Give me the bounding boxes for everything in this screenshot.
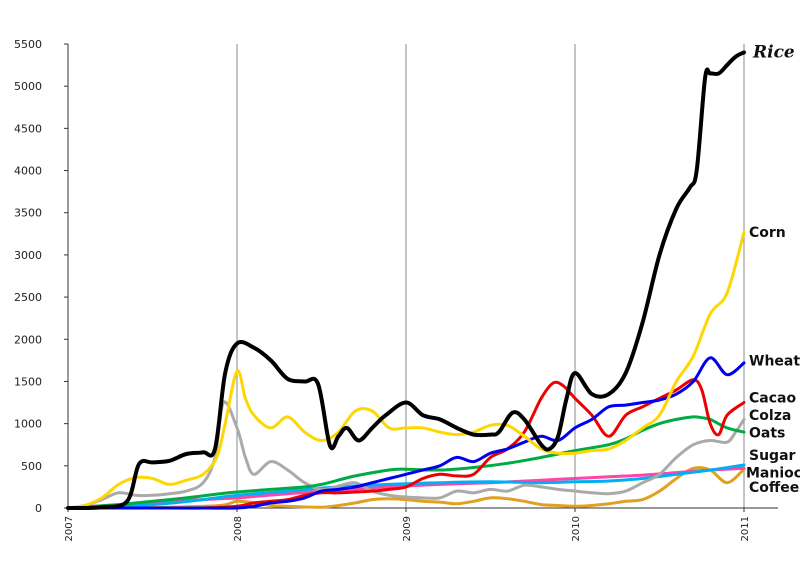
series-label-corn: Corn [749, 225, 786, 241]
series-line-cacao [66, 378, 746, 510]
x-tick-label: 2007 [64, 516, 75, 541]
y-tick-label: 1000 [14, 418, 42, 431]
y-tick-label: 2000 [14, 333, 42, 346]
y-tick-label: 2500 [14, 291, 42, 304]
series-label-sugar: Sugar [749, 448, 796, 464]
series-line-oats [66, 400, 746, 510]
series-label-manioc: Manioc [746, 466, 800, 482]
y-tick-label: 5500 [14, 38, 42, 51]
y-tick-label: 1500 [14, 375, 42, 388]
y-tick-label: 0 [35, 502, 42, 515]
chart-axes [67, 44, 778, 512]
y-tick-label: 500 [21, 460, 42, 473]
series-label-colza: Colza [749, 408, 791, 424]
series-label-cacao: Cacao [749, 390, 796, 406]
y-tick-label: 3000 [14, 249, 42, 262]
y-tick-label: 4000 [14, 165, 42, 178]
y-tick-label: 4500 [14, 122, 42, 135]
series-label-rice: Rice [752, 42, 795, 62]
series-line-wheat [66, 356, 746, 510]
x-tick-label: 2008 [233, 516, 244, 541]
series-lines [66, 50, 746, 510]
x-axis-ticks: 200720082009201020112012 [64, 508, 751, 541]
series-label-oats: Oats [749, 425, 785, 441]
x-tick-label: 2009 [402, 516, 413, 541]
series-line-corn [66, 230, 746, 510]
x-tick-label: 2011 [740, 516, 751, 541]
series-label-coffee: Coffee [749, 480, 799, 496]
x-tick-label: 2010 [571, 516, 582, 541]
y-axis-ticks: 0 500 1000 1500 2000 2500 3000 3500 4000 4500 5000… [14, 38, 68, 515]
y-tick-label: 3500 [14, 207, 42, 220]
series-line-colza [66, 415, 746, 510]
series-label-wheat: Wheat [749, 353, 800, 369]
y-tick-label: 5000 [14, 80, 42, 93]
series-line-rice [66, 50, 746, 510]
